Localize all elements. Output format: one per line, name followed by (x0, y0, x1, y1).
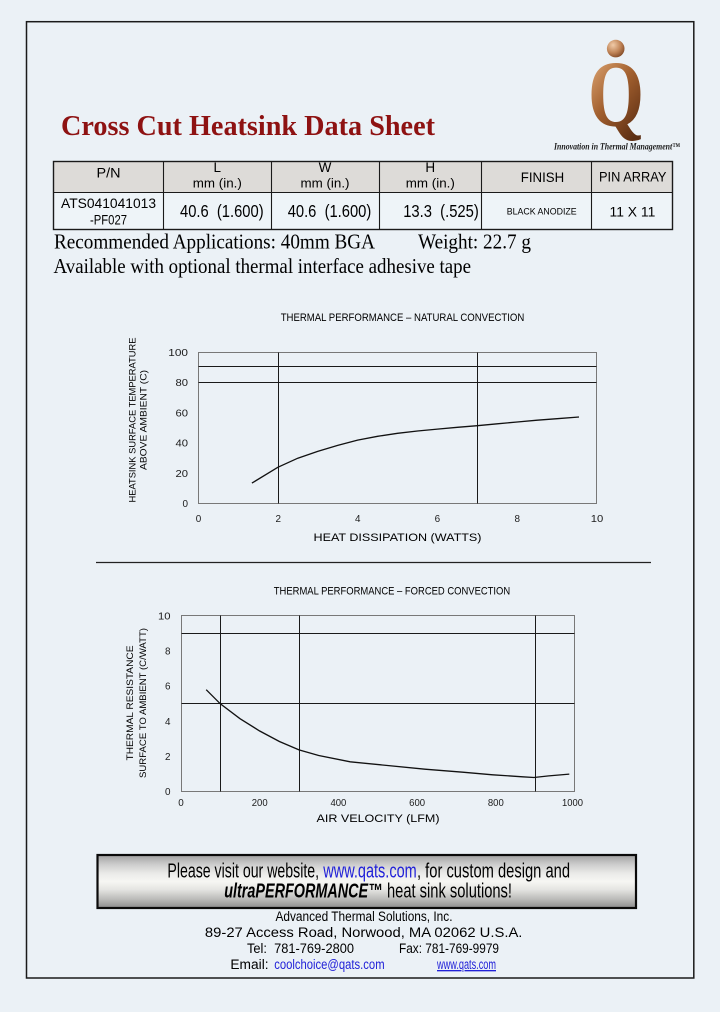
svg-text:Fax: 781-769-9979: Fax: 781-769-9979 (399, 941, 499, 956)
svg-text:PIN ARRAY: PIN ARRAY (599, 170, 666, 185)
svg-text:Q: Q (588, 43, 644, 147)
svg-text:Weight: 22.7 g: Weight: 22.7 g (418, 230, 531, 254)
svg-text:ABOVE AMBIENT (C): ABOVE AMBIENT (C) (139, 370, 150, 470)
svg-text:HEAT DISSIPATION (WATTS): HEAT DISSIPATION (WATTS) (314, 532, 482, 544)
svg-text:11 X 11: 11 X 11 (610, 205, 656, 220)
svg-text:6: 6 (165, 682, 171, 693)
svg-text:20: 20 (176, 469, 189, 480)
svg-text:THERMAL RESISTANCE: THERMAL RESISTANCE (125, 646, 136, 761)
svg-text:Available with optional therma: Available with optional thermal interfac… (54, 254, 472, 278)
svg-text:Email:: Email: (230, 957, 272, 972)
svg-text:40.6 (1.600): 40.6 (1.600) (288, 201, 372, 221)
svg-text:100: 100 (168, 348, 188, 359)
svg-text:Cross Cut Heatsink Data Sheet: Cross Cut Heatsink Data Sheet (61, 111, 436, 142)
svg-text:Please visit our website,: Please visit our website, (167, 861, 323, 883)
svg-text:0: 0 (183, 499, 189, 510)
svg-text:W: W (319, 160, 332, 175)
svg-text:P/N: P/N (97, 166, 121, 181)
svg-text:mm (in.): mm (in.) (193, 176, 242, 190)
svg-text:0: 0 (196, 514, 202, 525)
svg-text:2: 2 (275, 514, 281, 525)
svg-text:ATS041041013: ATS041041013 (61, 196, 156, 211)
svg-text:10: 10 (158, 612, 171, 623)
svg-text:coolchoice@qats.com: coolchoice@qats.com (274, 957, 384, 972)
svg-text:-PF027: -PF027 (90, 213, 127, 228)
svg-text:40: 40 (176, 439, 189, 450)
svg-text:, for custom design and: , for custom design and (417, 861, 570, 883)
svg-text:THERMAL PERFORMANCE – FORCED C: THERMAL PERFORMANCE – FORCED CONVECTION (274, 586, 510, 598)
svg-text:200: 200 (252, 798, 268, 809)
svg-text:Innovation in Thermal Manageme: Innovation in Thermal Management™ (553, 143, 680, 153)
svg-text:AIR VELOCITY (LFM): AIR VELOCITY (LFM) (317, 813, 440, 825)
svg-text:1000: 1000 (562, 798, 583, 809)
svg-text:40.6 (1.600): 40.6 (1.600) (180, 201, 264, 221)
svg-text:4: 4 (355, 514, 361, 525)
svg-text:4: 4 (165, 717, 171, 728)
svg-text:0: 0 (165, 787, 171, 798)
svg-text:FINISH: FINISH (521, 170, 564, 185)
svg-text:heat sink solutions!: heat sink solutions! (387, 881, 512, 903)
svg-text:www.qats.com: www.qats.com (323, 861, 417, 883)
svg-text:Advanced Thermal Solutions, In: Advanced Thermal Solutions, Inc. (276, 909, 453, 924)
svg-text:www.qats.com: www.qats.com (436, 957, 496, 972)
svg-text:400: 400 (330, 798, 346, 809)
svg-text:THERMAL PERFORMANCE – NATURAL: THERMAL PERFORMANCE – NATURAL CONVECTION (281, 312, 525, 324)
svg-text:13.3 (.525): 13.3 (.525) (403, 201, 479, 221)
svg-text:60: 60 (176, 408, 189, 419)
svg-text:10: 10 (591, 514, 604, 525)
svg-text:Tel: 781-769-2800: Tel: 781-769-2800 (247, 941, 354, 956)
svg-text:800: 800 (488, 798, 504, 809)
svg-text:6: 6 (435, 514, 441, 525)
svg-text:mm (in.): mm (in.) (301, 176, 350, 190)
svg-text:BLACK ANODIZE: BLACK ANODIZE (507, 206, 577, 217)
svg-text:HEATSINK SURFACE TEMPERATURE: HEATSINK SURFACE TEMPERATURE (128, 338, 139, 503)
svg-text:ultraPERFORMANCE™: ultraPERFORMANCE™ (224, 881, 382, 903)
svg-text:89-27 Access Road, Norwood, MA: 89-27 Access Road, Norwood, MA 02062 U.S… (205, 925, 523, 941)
svg-text:8: 8 (514, 514, 520, 525)
svg-text:Recommended Applications: 40mm: Recommended Applications: 40mm BGA (54, 230, 375, 254)
svg-text:SURFACE TO AMBIENT (C/WATT): SURFACE TO AMBIENT (C/WATT) (138, 628, 149, 778)
svg-text:2: 2 (165, 752, 171, 763)
svg-text:80: 80 (176, 378, 189, 389)
svg-text:8: 8 (165, 647, 171, 658)
svg-text:mm (in.): mm (in.) (406, 176, 455, 190)
svg-text:0: 0 (178, 798, 184, 809)
svg-text:H: H (425, 160, 435, 175)
svg-text:600: 600 (409, 798, 425, 809)
svg-text:L: L (214, 160, 222, 175)
